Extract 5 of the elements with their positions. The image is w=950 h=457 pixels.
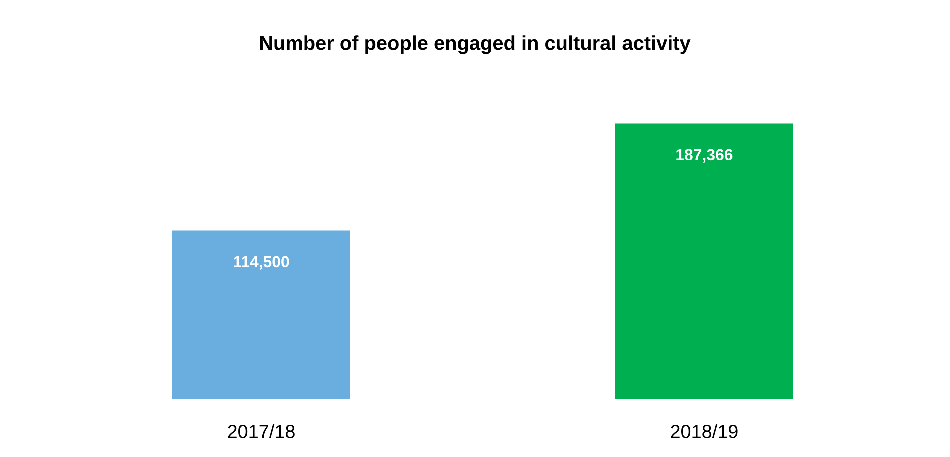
data-label: 187,366 (676, 149, 733, 163)
data-label: 114,500 (234, 256, 290, 270)
x-tick-label: 2017/18 (228, 424, 295, 438)
chart-title: Number of people engaged in cultural activity (260, 36, 691, 54)
x-tick-label: 2018/19 (671, 424, 738, 438)
